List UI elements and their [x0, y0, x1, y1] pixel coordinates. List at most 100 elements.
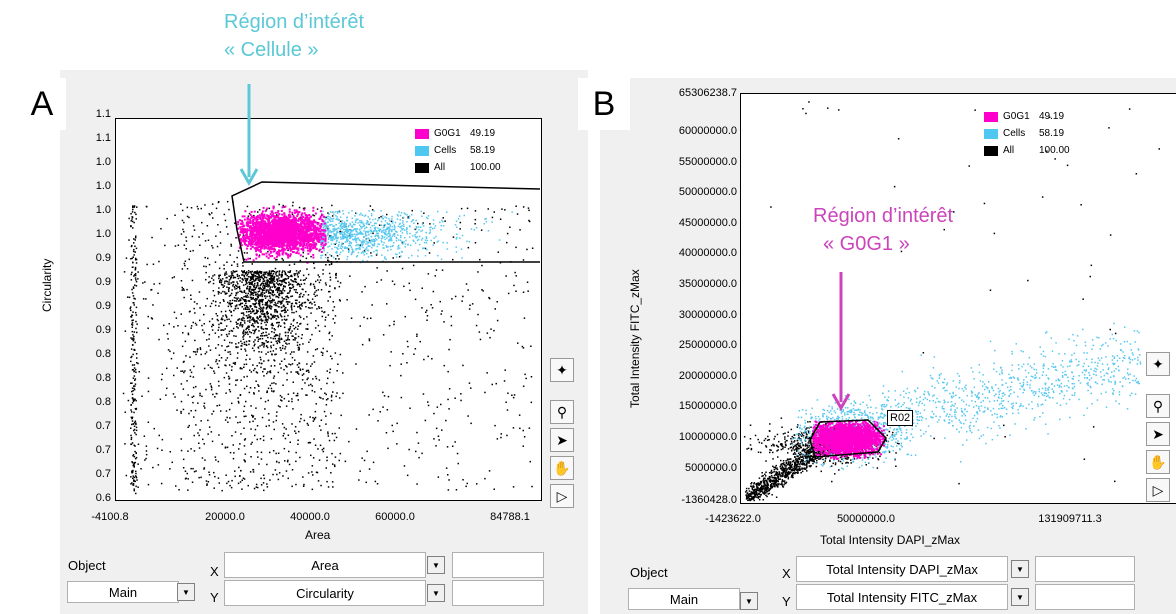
legend-b-name-g0g1: G0G1	[1003, 111, 1030, 122]
x-tick-b: 50000000.0	[836, 513, 896, 525]
legend-a-swatch-cells	[415, 145, 429, 156]
object-select-a[interactable]: Main	[67, 581, 179, 603]
annotation-cell-line1: Région d’intérêt	[224, 11, 365, 33]
scatter-a-all	[122, 200, 534, 495]
legend-b-swatch-cells	[984, 128, 998, 139]
y-value-b: Total Intensity FITC_zMax	[826, 589, 978, 605]
x-tick-a: 40000.0	[290, 511, 330, 523]
legend-b-value-all: 100.00	[1039, 145, 1070, 156]
y-tick-a: 1.0	[95, 228, 111, 240]
y-tick-b: 65306238.7	[678, 87, 737, 99]
y-tick-b: 25000000.0	[678, 339, 737, 352]
plot-area-a[interactable]	[115, 118, 542, 501]
y-tick-b: 35000000.0	[678, 278, 737, 290]
y-dropdown-a[interactable]: ▼	[427, 584, 445, 602]
y-tick-b: 55000000.0	[678, 155, 737, 168]
legend-a-name-cells: Cells	[434, 145, 457, 156]
y-label-a: Y	[210, 590, 219, 605]
magic-wand-icon[interactable]: ✦	[550, 358, 574, 382]
legend-a-row-g0g1: G0G1 49.19	[415, 125, 501, 142]
x-label-b: X	[782, 566, 791, 581]
legend-b-name-all: All	[1003, 145, 1015, 156]
y-extra-field-b[interactable]	[1035, 584, 1135, 610]
x-tick-b: 131909711.3	[1038, 513, 1102, 525]
magic-wand-icon[interactable]: ✦	[1146, 352, 1170, 376]
y-tick-a: 0.6	[95, 492, 111, 504]
pointer-icon[interactable]: ➤	[1146, 422, 1170, 446]
y-tick-a: 0.7	[95, 420, 111, 432]
x-select-b[interactable]: Total Intensity DAPI_zMax	[796, 556, 1008, 582]
y-select-a[interactable]: Circularity	[224, 580, 426, 606]
object-select-b[interactable]: Main	[628, 588, 740, 610]
x-tick-b: -1423622.0	[705, 513, 761, 525]
legend-a-name-all: All	[434, 162, 446, 173]
scatter-b-all	[743, 101, 1160, 502]
y-tick-b: 15000000.0	[678, 400, 737, 413]
y-tick-a: 1.0	[95, 156, 111, 168]
legend-a: G0G1 49.19 Cells 58.19 All 100.00	[415, 125, 501, 176]
y-tick-a: 1.0	[95, 180, 111, 192]
toolbar-b: ✦ ⚲ ➤ ✋ ▷	[1146, 352, 1170, 502]
legend-b-swatch-all	[984, 145, 998, 156]
y-tick-a: 0.9	[95, 276, 111, 288]
y-dropdown-b[interactable]: ▼	[1011, 588, 1029, 606]
panel-letter-b: B	[578, 78, 630, 130]
region-label-r02[interactable]: R02	[887, 410, 914, 426]
x-axis-title-b: Total Intensity DAPI_zMax	[820, 533, 961, 547]
x-extra-field-a[interactable]	[452, 552, 544, 578]
gate-r02-b[interactable]	[809, 419, 887, 458]
region-tag-icon[interactable]: ▷	[1146, 478, 1170, 502]
legend-b-row-g0g1: G0G1 49.19	[984, 108, 1070, 125]
y-tick-a: 0.8	[95, 372, 111, 384]
legend-b-value-g0g1: 49.19	[1039, 111, 1065, 122]
y-label-b: Y	[782, 594, 791, 609]
arrow-g0g1-region	[831, 272, 851, 412]
y-extra-field-a[interactable]	[452, 580, 544, 606]
x-select-a[interactable]: Area	[224, 552, 426, 578]
y-tick-b: 40000000.0	[678, 247, 737, 260]
pointer-icon[interactable]: ➤	[550, 428, 574, 452]
legend-a-value-all: 100.00	[470, 162, 501, 173]
y-tick-b: 5000000.0	[685, 461, 737, 474]
legend-b-row-all: All 100.00	[984, 142, 1070, 159]
zoom-icon[interactable]: ⚲	[550, 400, 574, 424]
y-select-b[interactable]: Total Intensity FITC_zMax	[796, 584, 1008, 610]
x-tick-a: 84788.1	[490, 511, 530, 523]
x-label-a: X	[210, 564, 219, 579]
object-value-a: Main	[108, 584, 138, 600]
object-label-a: Object	[68, 558, 106, 573]
y-tick-a: 1.0	[95, 204, 111, 216]
y-tick-a: 0.9	[95, 324, 111, 336]
legend-b-value-cells: 58.19	[1039, 128, 1065, 139]
x-extra-field-b[interactable]	[1035, 556, 1135, 582]
region-tag-icon[interactable]: ▷	[550, 484, 574, 508]
x-value-a: Area	[311, 557, 339, 573]
y-tick-a: 0.7	[95, 468, 111, 480]
y-value-a: Circularity	[296, 585, 354, 601]
gate-cells-a[interactable]	[231, 181, 541, 263]
y-tick-a: 0.9	[95, 300, 111, 312]
scatter-a-cells	[320, 210, 513, 264]
y-tick-b: 50000000.0	[678, 186, 737, 199]
annotation-cell-line2: « Cellule »	[224, 39, 319, 61]
y-tick-a: 0.7	[95, 444, 111, 456]
y-tick-a: 0.8	[95, 396, 111, 408]
legend-b-row-cells: Cells 58.19	[984, 125, 1070, 142]
zoom-icon[interactable]: ⚲	[1146, 394, 1170, 418]
x-tick-a: 60000.0	[375, 511, 415, 523]
legend-a-value-cells: 58.19	[470, 145, 496, 156]
legend-a-row-cells: Cells 58.19	[415, 142, 501, 159]
x-dropdown-a[interactable]: ▼	[427, 556, 445, 574]
object-dropdown-a[interactable]: ▼	[177, 583, 195, 601]
hand-icon[interactable]: ✋	[550, 456, 574, 480]
y-tick-b: 60000000.0	[678, 125, 737, 137]
object-dropdown-b[interactable]: ▼	[740, 592, 758, 610]
toolbar-a: ✦ ⚲ ➤ ✋ ▷	[550, 358, 574, 508]
legend-a-swatch-g0g1	[415, 128, 429, 139]
legend-b: G0G1 49.19 Cells 58.19 All 100.00	[984, 108, 1070, 159]
annotation-g0g1-line1: Région d’intérêt	[813, 205, 954, 227]
legend-b-name-cells: Cells	[1003, 128, 1026, 139]
x-dropdown-b[interactable]: ▼	[1011, 560, 1029, 578]
hand-icon[interactable]: ✋	[1146, 450, 1170, 474]
legend-a-value-g0g1: 49.19	[470, 128, 496, 139]
